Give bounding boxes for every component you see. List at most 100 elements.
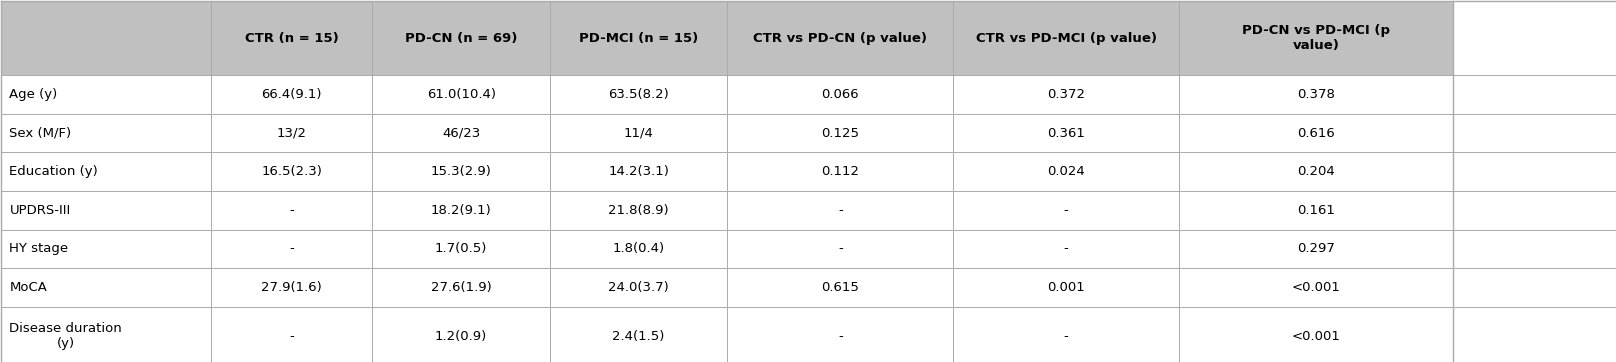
- Text: -: -: [1063, 204, 1068, 217]
- Bar: [372, 191, 549, 230]
- Bar: [2, 75, 212, 114]
- Bar: [727, 1, 953, 75]
- Text: Disease duration
(y): Disease duration (y): [10, 322, 123, 350]
- Text: 63.5(8.2): 63.5(8.2): [608, 88, 669, 101]
- Bar: [953, 114, 1180, 152]
- Text: 14.2(3.1): 14.2(3.1): [608, 165, 669, 178]
- Bar: [372, 268, 549, 307]
- Bar: [549, 114, 727, 152]
- Text: 11/4: 11/4: [624, 127, 653, 140]
- Bar: [1180, 1, 1453, 75]
- Text: 0.125: 0.125: [821, 127, 860, 140]
- Bar: [1180, 191, 1453, 230]
- Text: 46/23: 46/23: [443, 127, 480, 140]
- Text: 1.2(0.9): 1.2(0.9): [435, 329, 488, 342]
- Bar: [2, 114, 212, 152]
- Bar: [1180, 75, 1453, 114]
- Text: HY stage: HY stage: [10, 242, 68, 255]
- Text: <0.001: <0.001: [1291, 329, 1341, 342]
- Text: 1.7(0.5): 1.7(0.5): [435, 242, 488, 255]
- Text: -: -: [837, 329, 842, 342]
- Bar: [953, 152, 1180, 191]
- Bar: [372, 1, 549, 75]
- Bar: [953, 230, 1180, 268]
- Bar: [212, 75, 372, 114]
- Text: Sex (M/F): Sex (M/F): [10, 127, 71, 140]
- Bar: [1180, 114, 1453, 152]
- Text: 0.372: 0.372: [1047, 88, 1084, 101]
- Bar: [953, 75, 1180, 114]
- Text: -: -: [1063, 329, 1068, 342]
- Text: 13/2: 13/2: [276, 127, 307, 140]
- Text: 61.0(10.4): 61.0(10.4): [427, 88, 496, 101]
- Bar: [372, 75, 549, 114]
- Text: 0.615: 0.615: [821, 281, 860, 294]
- Text: 21.8(8.9): 21.8(8.9): [608, 204, 669, 217]
- Bar: [212, 307, 372, 362]
- Bar: [212, 114, 372, 152]
- Bar: [953, 1, 1180, 75]
- Bar: [727, 307, 953, 362]
- Bar: [212, 152, 372, 191]
- Text: 16.5(2.3): 16.5(2.3): [262, 165, 322, 178]
- Text: 0.204: 0.204: [1298, 165, 1335, 178]
- Text: 2.4(1.5): 2.4(1.5): [612, 329, 664, 342]
- Bar: [549, 152, 727, 191]
- Text: -: -: [289, 242, 294, 255]
- Text: PD-CN (n = 69): PD-CN (n = 69): [406, 32, 517, 45]
- Text: -: -: [837, 242, 842, 255]
- Bar: [2, 1, 212, 75]
- Bar: [727, 191, 953, 230]
- Text: 15.3(2.9): 15.3(2.9): [431, 165, 491, 178]
- Text: 27.9(1.6): 27.9(1.6): [262, 281, 322, 294]
- Text: UPDRS-III: UPDRS-III: [10, 204, 71, 217]
- Bar: [2, 307, 212, 362]
- Bar: [1180, 307, 1453, 362]
- Bar: [549, 268, 727, 307]
- Bar: [549, 191, 727, 230]
- Text: 0.024: 0.024: [1047, 165, 1084, 178]
- Bar: [727, 152, 953, 191]
- Bar: [212, 230, 372, 268]
- Bar: [372, 230, 549, 268]
- Bar: [549, 230, 727, 268]
- Text: -: -: [837, 204, 842, 217]
- Text: 0.112: 0.112: [821, 165, 860, 178]
- Text: -: -: [1063, 242, 1068, 255]
- Bar: [2, 152, 212, 191]
- Bar: [953, 307, 1180, 362]
- Bar: [2, 268, 212, 307]
- Bar: [549, 1, 727, 75]
- Text: 0.297: 0.297: [1298, 242, 1335, 255]
- Text: PD-CN vs PD-MCI (p
value): PD-CN vs PD-MCI (p value): [1243, 24, 1390, 52]
- Text: 0.378: 0.378: [1298, 88, 1335, 101]
- Bar: [2, 230, 212, 268]
- Text: CTR (n = 15): CTR (n = 15): [246, 32, 339, 45]
- Bar: [549, 307, 727, 362]
- Text: CTR vs PD-MCI (p value): CTR vs PD-MCI (p value): [976, 32, 1157, 45]
- Bar: [372, 307, 549, 362]
- Bar: [727, 268, 953, 307]
- Text: -: -: [289, 204, 294, 217]
- Text: PD-MCI (n = 15): PD-MCI (n = 15): [579, 32, 698, 45]
- Text: <0.001: <0.001: [1291, 281, 1341, 294]
- Text: 0.361: 0.361: [1047, 127, 1084, 140]
- Text: 0.161: 0.161: [1298, 204, 1335, 217]
- Bar: [2, 191, 212, 230]
- Text: 27.6(1.9): 27.6(1.9): [431, 281, 491, 294]
- Text: Age (y): Age (y): [10, 88, 58, 101]
- Text: Education (y): Education (y): [10, 165, 99, 178]
- Text: 0.616: 0.616: [1298, 127, 1335, 140]
- Bar: [1180, 152, 1453, 191]
- Bar: [372, 114, 549, 152]
- Bar: [549, 75, 727, 114]
- Bar: [727, 75, 953, 114]
- Text: MoCA: MoCA: [10, 281, 47, 294]
- Bar: [1180, 268, 1453, 307]
- Bar: [212, 191, 372, 230]
- Text: 24.0(3.7): 24.0(3.7): [608, 281, 669, 294]
- Bar: [212, 268, 372, 307]
- Bar: [1180, 230, 1453, 268]
- Bar: [727, 230, 953, 268]
- Text: CTR vs PD-CN (p value): CTR vs PD-CN (p value): [753, 32, 928, 45]
